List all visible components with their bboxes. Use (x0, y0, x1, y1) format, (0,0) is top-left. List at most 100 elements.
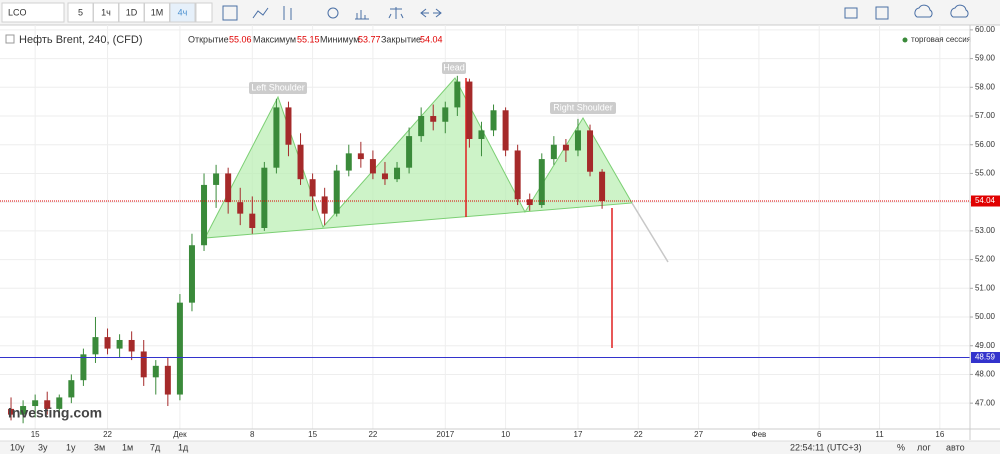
ohlc-value: 53.77 (358, 34, 381, 44)
y-tick-label: 47.00 (975, 398, 996, 407)
candle-body (454, 81, 461, 108)
candle-body (8, 408, 15, 415)
interval-label[interactable]: 5 (78, 7, 83, 17)
x-tick-label: Фев (752, 430, 767, 439)
interval-label[interactable]: 1M (151, 7, 164, 17)
range-button[interactable]: 7д (150, 442, 161, 452)
candle-body (20, 406, 27, 415)
y-tick-label: 51.00 (975, 283, 996, 292)
candle-icon[interactable] (222, 5, 238, 21)
candle-body (140, 351, 147, 378)
candle-body (574, 130, 581, 151)
label-bg (442, 62, 466, 74)
y-tick-label: 50.00 (975, 312, 996, 321)
x-tick-label: 22 (634, 430, 643, 439)
x-tick-label: 2017 (436, 430, 454, 439)
ohlc-label: Минимум (320, 34, 359, 44)
y-tick-label: 53.00 (975, 226, 996, 235)
candle-body (599, 171, 606, 202)
candle-body (526, 199, 533, 206)
session-dot (902, 37, 908, 43)
candle-body (188, 245, 195, 303)
bar-icon[interactable] (283, 6, 292, 20)
interval-button[interactable] (169, 2, 196, 23)
candle-body (56, 397, 63, 409)
x-tick-label: 11 (875, 430, 884, 439)
candle-body (249, 213, 256, 228)
x-tick-label: 22 (103, 430, 112, 439)
interval-label[interactable]: 1D (126, 7, 138, 17)
candle-body (237, 202, 244, 214)
candle-body (466, 81, 473, 139)
collapse-icon[interactable] (5, 34, 15, 44)
undo-icon[interactable] (420, 8, 429, 18)
x-tick-label: 6 (817, 430, 822, 439)
candle-body (394, 167, 401, 180)
indicator-icon[interactable] (355, 10, 369, 20)
ohlc-value: 55.15 (297, 34, 320, 44)
candle-body (297, 144, 304, 180)
cloud-save-icon[interactable] (950, 4, 969, 18)
y-tick-label: 49.00 (975, 341, 996, 350)
candle-body (285, 107, 292, 145)
symbol[interactable]: LCO (8, 7, 27, 17)
compare-icon[interactable] (388, 7, 404, 19)
camera-icon[interactable] (844, 7, 858, 19)
candle-body (430, 116, 437, 122)
candle-body (478, 130, 485, 139)
range-button[interactable]: 1м (122, 442, 133, 452)
range-button[interactable]: 1д (178, 442, 189, 452)
price-tag (971, 352, 1000, 364)
dropdown[interactable] (195, 2, 213, 23)
candle-body (80, 354, 87, 381)
ohlc-value: 55.06 (229, 34, 252, 44)
cloud-load-icon[interactable] (914, 4, 933, 18)
candle-body (309, 179, 316, 197)
candle-body (502, 110, 509, 151)
candle-body (333, 170, 340, 214)
x-tick-label: 10 (501, 430, 510, 439)
interval-label[interactable]: 4ч (178, 7, 188, 17)
interval-label[interactable]: 1ч (101, 7, 111, 17)
candle-body (201, 184, 208, 246)
range-button[interactable]: 3м (94, 442, 105, 452)
candle-body (261, 167, 268, 228)
price-tag-label: 48.59 (975, 353, 996, 362)
candle-body (538, 159, 545, 206)
symbol-box[interactable] (1, 2, 65, 23)
candle-body (152, 365, 159, 378)
candle-body (321, 196, 328, 214)
x-tick-label: 15 (31, 430, 40, 439)
candle-body (418, 116, 425, 137)
label-bg (249, 82, 307, 94)
range-button[interactable]: 1y (66, 442, 76, 452)
candle-body (44, 400, 51, 409)
candle-body (345, 153, 352, 171)
projection-line (631, 202, 669, 263)
range-button[interactable]: 3y (38, 442, 48, 452)
candle-body (273, 107, 280, 168)
settings-icon[interactable] (327, 7, 339, 19)
footer (0, 441, 1000, 454)
candle-body (176, 302, 183, 395)
toolbar-icons (222, 4, 969, 21)
annotation: Head (443, 62, 465, 72)
label-bg (550, 102, 616, 114)
session-legend: торговая сессия (911, 35, 971, 44)
candle-body (92, 337, 99, 355)
candle-body (164, 365, 171, 395)
ohlc-value: 54.04 (420, 34, 443, 44)
x-tick-label: 8 (250, 430, 255, 439)
y-tick-label: 57.00 (975, 111, 996, 120)
range-button[interactable]: 10y (10, 442, 25, 452)
log-toggle[interactable]: лог (917, 442, 931, 452)
color-icon[interactable] (875, 6, 889, 20)
candle-body (357, 153, 364, 160)
watermark: Investing.com (8, 405, 102, 421)
line-icon[interactable] (252, 7, 269, 19)
auto-toggle[interactable]: авто (946, 442, 965, 452)
percent-toggle[interactable]: % (897, 442, 905, 452)
redo-icon[interactable] (433, 8, 442, 18)
candle-body (490, 110, 497, 131)
candle-body (213, 173, 220, 185)
